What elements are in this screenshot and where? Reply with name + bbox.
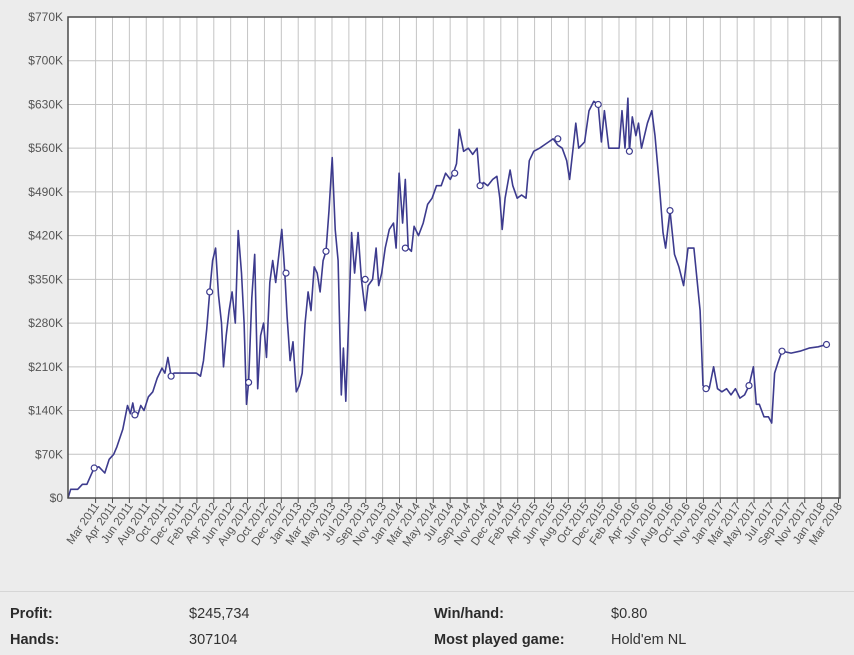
most-played-game-label: Most played game:: [434, 632, 565, 648]
data-point-marker: [282, 269, 290, 277]
data-point-marker: [702, 385, 710, 393]
y-tick-label: $280K: [28, 316, 63, 330]
data-point-marker: [361, 275, 369, 283]
data-point-marker: [625, 147, 634, 155]
data-point-marker: [476, 182, 484, 190]
data-point-marker: [451, 169, 459, 177]
y-tick-label: $560K: [28, 141, 63, 155]
plot-background: [68, 17, 840, 498]
data-point-marker: [401, 244, 409, 252]
data-point-marker: [245, 378, 253, 386]
y-tick-label: $770K: [28, 10, 63, 24]
data-point-marker: [131, 411, 139, 419]
hands-value: 307104: [189, 632, 238, 648]
data-point-marker: [90, 464, 98, 472]
profit-label: Profit:: [10, 606, 53, 622]
y-tick-label: $490K: [28, 185, 63, 199]
y-tick-label: $630K: [28, 97, 63, 111]
data-point-marker: [778, 347, 786, 355]
profit-value: $245,734: [189, 606, 250, 622]
most-played-game-value: Hold'em NL: [611, 632, 687, 648]
data-point-marker: [206, 288, 214, 296]
y-tick-label: $210K: [28, 360, 63, 374]
plot-frame: [67, 16, 841, 499]
data-point-marker: [594, 100, 602, 109]
data-point-marker: [822, 340, 831, 349]
data-point-marker: [322, 247, 330, 255]
y-tick-label: $70K: [35, 447, 63, 461]
data-point-marker: [745, 382, 753, 390]
winhand-value: $0.80: [611, 606, 648, 622]
y-tick-label: $420K: [28, 229, 63, 243]
y-tick-label: $700K: [28, 54, 63, 68]
y-tick-label: $140K: [28, 404, 63, 418]
data-point-marker: [167, 372, 175, 380]
data-point-marker: [554, 135, 562, 143]
data-point-marker: [666, 207, 674, 215]
stats-panel: Profit: $245,734 Win/hand: $0.80 Hands: …: [0, 591, 854, 655]
y-tick-label: $350K: [28, 272, 63, 286]
profit-line-chart: $0 $70K $140K $210K $280K $350K $420K $490K $560…: [28, 10, 845, 549]
profit-series-line: [67, 97, 827, 499]
winhand-label: Win/hand:: [434, 606, 504, 622]
y-tick-label: $0: [50, 491, 64, 505]
hands-label: Hands:: [10, 632, 60, 648]
